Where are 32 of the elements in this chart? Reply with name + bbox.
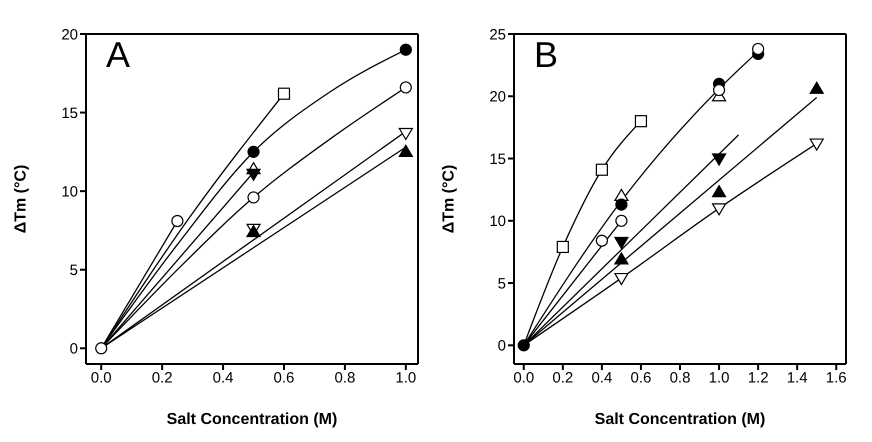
y-tick-label: 20 <box>61 26 78 44</box>
y-tick-label: 0 <box>70 340 78 358</box>
x-tick-label: 1.2 <box>748 370 769 387</box>
x-tick-label: 1.4 <box>786 370 808 387</box>
x-tick-label: 0.8 <box>334 370 356 387</box>
x-tick-label: 0.2 <box>152 370 173 387</box>
x-tick-label: 0.2 <box>552 370 574 387</box>
x-tick-label: 0.0 <box>90 370 112 387</box>
y-tick-label: 15 <box>61 104 78 122</box>
y-tick-label: 5 <box>498 275 506 292</box>
x-tick-label: 0.6 <box>274 370 294 387</box>
x-axis-title: Salt Concentration (M) <box>166 411 338 428</box>
x-tick-label: 0.6 <box>630 370 652 387</box>
y-tick-label: 15 <box>489 150 506 168</box>
y-tick-label: 10 <box>489 213 506 230</box>
chart-title: B <box>534 34 558 76</box>
x-tick-label: 1.0 <box>708 370 730 387</box>
x-tick-label: 0.4 <box>591 370 612 387</box>
x-tick-label: 0.4 <box>212 370 234 387</box>
x-tick-label: 1.6 <box>826 370 847 387</box>
y-tick-label: 0 <box>498 338 506 355</box>
x-axis-title: Salt Concentration (M) <box>594 411 766 428</box>
y-tick-label: 5 <box>70 262 78 280</box>
y-tick-label: 10 <box>61 183 78 200</box>
x-tick-label: 0.0 <box>513 370 534 387</box>
y-tick-label: 20 <box>489 88 506 106</box>
x-tick-label: 1.0 <box>395 370 416 387</box>
y-axis-title: ΔTm (°C) <box>12 164 30 234</box>
y-tick-label: 25 <box>489 26 506 44</box>
chart-title: A <box>106 34 130 76</box>
y-axis-title: ΔTm (°C) <box>440 164 458 234</box>
x-tick-label: 0.8 <box>670 370 690 387</box>
